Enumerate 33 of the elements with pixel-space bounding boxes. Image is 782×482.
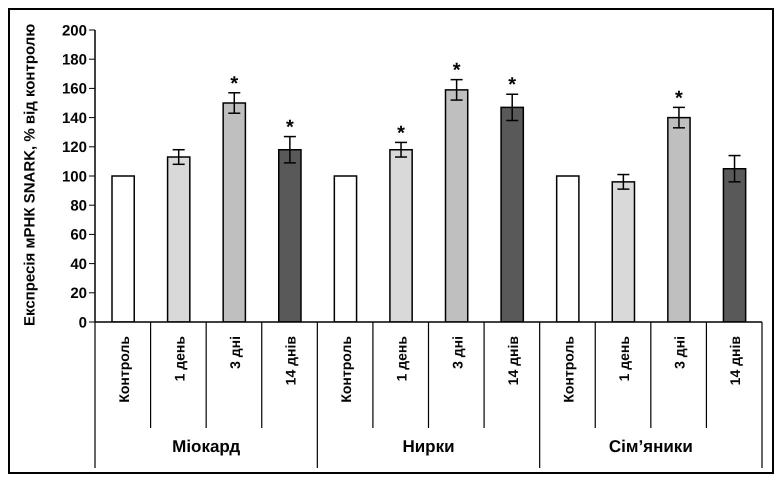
x-tick-label: 3 дні: [226, 336, 243, 369]
x-tick-label: Контроль: [338, 336, 354, 403]
x-tick-label: 14 днів: [727, 336, 744, 386]
x-tick-label: 3 дні: [449, 336, 466, 369]
data-label: *: [397, 122, 406, 144]
y-tick-label: 80: [70, 198, 87, 215]
data-label: *: [452, 60, 461, 82]
y-tick-label: 60: [70, 226, 87, 244]
x-tick-label: 1 день: [616, 336, 632, 382]
y-tick-label: 100: [62, 168, 87, 186]
y-tick-label: 40: [70, 256, 87, 273]
x-tick-label: 14 днів: [282, 336, 299, 386]
data-label: *: [675, 87, 684, 110]
x-tick-label: Контроль: [560, 336, 576, 403]
y-tick-label: 180: [62, 52, 87, 69]
y-tick-label: 20: [70, 285, 87, 302]
y-tick-label: 200: [62, 22, 87, 40]
y-tick-label: 140: [62, 110, 87, 127]
x-tick-label: Контроль: [116, 336, 132, 403]
x-tick-label: 14 днів: [504, 336, 521, 386]
x-tick-label: 1 день: [394, 336, 410, 382]
text: Міокард: [172, 437, 240, 456]
text: Нирки: [402, 437, 455, 456]
data-label: *: [508, 74, 516, 96]
x-tick-label: 1 день: [171, 336, 188, 382]
x-tick-label: 3 дні: [672, 336, 688, 369]
y-axis-title: Експресія мРНК SNARK, % від контролю: [21, 24, 38, 326]
y-tick-label: 0: [78, 314, 87, 332]
y-tick-label: 160: [62, 80, 87, 98]
data-label: *: [230, 72, 238, 95]
data-label: *: [286, 116, 294, 139]
text: Сім’яники: [608, 437, 693, 456]
y-tick-label: 120: [62, 139, 87, 156]
